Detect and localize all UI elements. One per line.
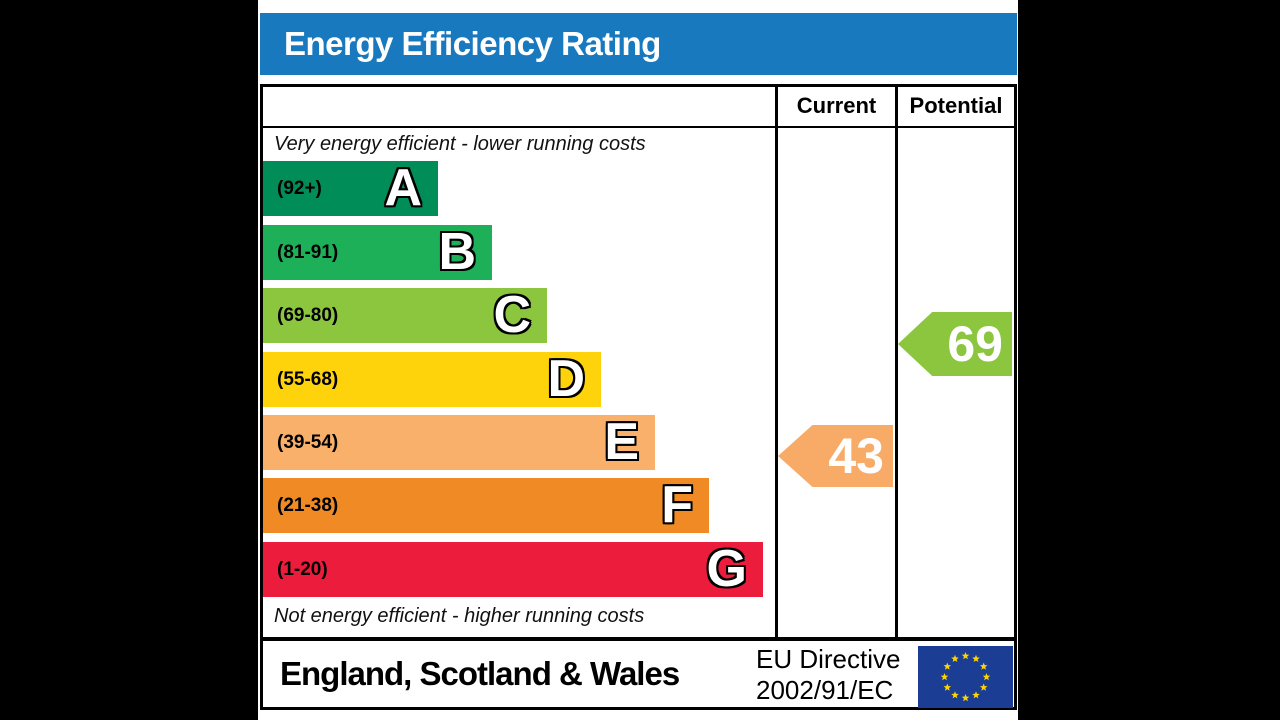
potential-column-divider: [895, 84, 898, 640]
region-label: England, Scotland & Wales: [280, 655, 680, 692]
potential-rating-value: 69: [947, 316, 1003, 372]
band-b-range: (81-91): [277, 241, 339, 263]
band-d: (55-68) D: [263, 352, 601, 407]
band-d-letter: D: [547, 350, 585, 408]
current-column-header: Current: [796, 93, 877, 118]
top-caption: Very energy efficient - lower running co…: [274, 133, 646, 155]
eu-flag-stars: [940, 652, 991, 702]
eu-directive-line2: 2002/91/EC: [756, 675, 894, 705]
band-d-range: (55-68): [277, 368, 339, 390]
band-f-letter: F: [661, 476, 693, 534]
header-divider-line: [260, 126, 1017, 128]
band-e: (39-54) E: [263, 415, 655, 470]
epc-energy-efficiency-chart: Energy Efficiency Rating Current Potenti…: [258, 0, 1018, 720]
eu-directive-line1: EU Directive: [756, 644, 901, 674]
band-g: (1-20) G: [263, 542, 763, 597]
band-a: (92+) A: [263, 161, 438, 216]
eu-flag-icon: [918, 646, 1013, 708]
band-c-range: (69-80): [277, 304, 339, 326]
potential-column-header: Potential: [909, 93, 1003, 118]
band-a-range: (92+): [277, 177, 322, 199]
band-g-letter: G: [706, 540, 747, 598]
band-b-letter: B: [438, 223, 476, 281]
band-e-range: (39-54): [277, 431, 339, 453]
band-c-letter: C: [493, 286, 531, 344]
footer-frame: [260, 638, 1017, 710]
band-c: (69-80) C: [263, 288, 547, 343]
page-title: Energy Efficiency Rating: [284, 25, 661, 62]
current-rating-value: 43: [828, 428, 884, 484]
band-b: (81-91) B: [263, 225, 492, 280]
bottom-caption: Not energy efficient - higher running co…: [274, 605, 645, 627]
current-column-divider: [775, 84, 778, 640]
title-bar: Energy Efficiency Rating: [260, 13, 1017, 75]
band-f-range: (21-38): [277, 494, 339, 516]
band-g-range: (1-20): [277, 558, 328, 580]
band-a-letter: A: [384, 159, 422, 217]
band-f: (21-38) F: [263, 478, 709, 533]
eu-directive-label: EU Directive 2002/91/EC: [756, 644, 900, 706]
band-e-letter: E: [604, 413, 639, 471]
